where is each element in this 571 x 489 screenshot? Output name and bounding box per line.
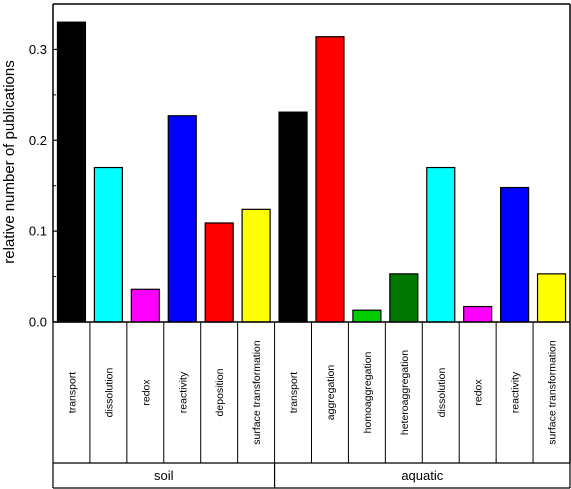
group-label-aquatic: aquatic xyxy=(401,468,443,483)
y-tick-label: 0.1 xyxy=(29,224,47,239)
category-label: dissolution xyxy=(436,368,448,418)
bar-soil-dissolution xyxy=(93,166,123,323)
bar-aquatic-reactivity xyxy=(500,186,530,323)
y-tick-label: 0.3 xyxy=(29,42,47,57)
bar-aquatic-transport xyxy=(278,111,308,323)
category-label: redox xyxy=(140,379,152,406)
category-label: heteroaggregation xyxy=(399,350,411,435)
category-label: transport xyxy=(288,372,300,414)
category-label: transport xyxy=(66,372,78,414)
category-label: surface transformation xyxy=(547,340,559,445)
category-label: deposition xyxy=(214,368,226,416)
category-label: aggregation xyxy=(325,365,337,421)
bar-aquatic-aggregation xyxy=(315,36,345,323)
category-label: reactivity xyxy=(510,371,522,413)
bar-soil-deposition xyxy=(204,222,234,323)
y-tick-label: 0.2 xyxy=(29,133,47,148)
y-axis-title: relative number of publications xyxy=(1,60,18,263)
bar-aquatic-heteroaggregation xyxy=(389,273,419,323)
bar-soil-reactivity xyxy=(167,115,197,323)
y-tick-label: 0.0 xyxy=(29,315,47,330)
category-label: redox xyxy=(473,379,485,406)
bar-aquatic-dissolution xyxy=(426,166,456,323)
bar-soil-transport xyxy=(56,21,87,323)
category-label: homoaggregation xyxy=(362,351,374,433)
bar-aquatic-redox xyxy=(463,305,493,323)
category-label: reactivity xyxy=(177,371,189,413)
group-label-soil: soil xyxy=(154,468,174,483)
bar-aquatic-homoaggregation xyxy=(352,309,382,323)
bar-soil-redox xyxy=(130,288,160,323)
bar-aquatic-surface-transformation xyxy=(536,273,567,323)
bar-soil-surface-transformation xyxy=(241,208,271,323)
category-label: dissolution xyxy=(103,368,115,418)
category-label: surface transformation xyxy=(251,340,263,445)
